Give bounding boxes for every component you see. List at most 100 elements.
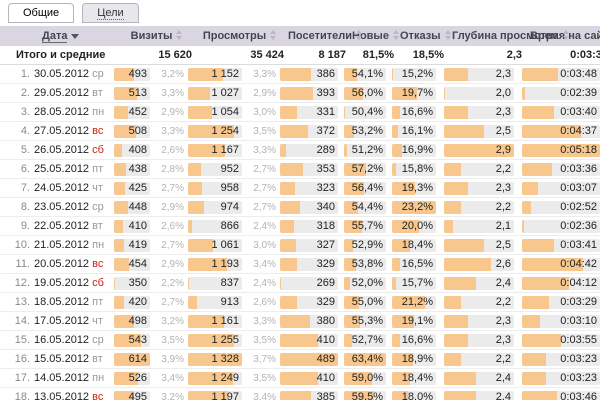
visitors-bar: 327 bbox=[280, 238, 338, 252]
visitors-cell: 410 bbox=[280, 371, 338, 385]
tab-goals[interactable]: Цели bbox=[82, 3, 139, 23]
visits-value: 420 bbox=[128, 295, 147, 308]
time-on-site-cell: 0:02:36 bbox=[522, 219, 600, 233]
visits-bar-fill bbox=[114, 200, 128, 214]
row-number: 18. bbox=[14, 391, 30, 400]
table-body: 1. 30.05.2012 ср 493 3,2% 1 152 3,3% 386… bbox=[0, 65, 600, 400]
visits-bar-fill bbox=[114, 390, 135, 400]
col-header-views[interactable]: Просмотры bbox=[196, 30, 284, 42]
visits-bar: 420 bbox=[114, 295, 150, 309]
date-value: 23.05.2012 bbox=[34, 201, 90, 213]
tab-goals-label: Цели bbox=[97, 7, 124, 20]
col-header-bounce[interactable]: Отказы bbox=[400, 30, 451, 42]
visits-bar: 454 bbox=[114, 257, 150, 271]
summary-views: 35 424 bbox=[250, 49, 284, 61]
date-value: 14.05.2012 bbox=[34, 372, 90, 384]
sort-icon[interactable] bbox=[176, 30, 183, 40]
new-visitors-cell: 59,5% bbox=[344, 390, 386, 400]
table-row: 2. 29.05.2012 вт 513 3,3% 1 027 2,9% 393… bbox=[0, 84, 600, 103]
time-on-site-cell: 0:02:39 bbox=[522, 86, 600, 100]
date-value: 21.05.2012 bbox=[34, 239, 90, 251]
bounce-cell: 15,7% bbox=[392, 276, 436, 290]
summary-depth: 2,3 bbox=[506, 49, 522, 61]
visitors-bar: 353 bbox=[280, 162, 338, 176]
visitors-bar-fill bbox=[280, 219, 294, 233]
time-on-site-bar: 0:03:07 bbox=[522, 181, 600, 195]
new-visitors-bar-fill bbox=[344, 162, 367, 176]
time-on-site-value: 0:05:18 bbox=[560, 143, 597, 156]
bounce-value: 18,4% bbox=[401, 238, 433, 251]
new-visitors-value: 55,3% bbox=[351, 314, 383, 327]
tab-general[interactable]: Общие bbox=[8, 3, 75, 23]
row-number: 3. bbox=[20, 106, 30, 118]
summary-time: 0:03:31 bbox=[570, 49, 600, 61]
bounce-value: 15,7% bbox=[401, 276, 433, 289]
time-on-site-cell: 0:03:41 bbox=[522, 238, 600, 252]
views-bar-fill bbox=[188, 124, 235, 138]
date-sort-link[interactable]: Дата bbox=[42, 30, 68, 43]
visits-bar-fill bbox=[114, 238, 124, 252]
visitors-cell: 372 bbox=[280, 124, 338, 138]
views-bar: 1 249 bbox=[188, 371, 242, 385]
depth-cell: 2,2 bbox=[444, 200, 514, 214]
visits-value: 498 bbox=[128, 314, 147, 327]
new-visitors-value: 50,4% bbox=[351, 105, 383, 118]
date-cell: 28.05.2012 пн bbox=[34, 106, 110, 118]
table-row: 8. 23.05.2012 ср 448 2,9% 974 2,7% 340 5… bbox=[0, 198, 600, 217]
time-on-site-bar-fill bbox=[522, 333, 561, 347]
sort-icon[interactable] bbox=[444, 30, 452, 40]
visits-cell: 425 2,7% bbox=[114, 181, 184, 195]
views-share: 3,5% bbox=[253, 334, 276, 346]
visits-bar: 495 bbox=[114, 390, 150, 400]
views-share: 2,4% bbox=[253, 220, 276, 232]
visitors-cell: 340 bbox=[280, 200, 338, 214]
visitors-bar-fill bbox=[280, 276, 282, 290]
visitors-value: 393 bbox=[316, 86, 335, 99]
depth-value: 2,4 bbox=[495, 390, 511, 400]
depth-bar: 2,3 bbox=[444, 67, 514, 81]
col-header-depth[interactable]: Глубина просмотра bbox=[452, 30, 569, 42]
new-visitors-bar: 55,7% bbox=[344, 219, 386, 233]
depth-bar: 2,2 bbox=[444, 352, 514, 366]
bounce-bar: 18,9% bbox=[392, 352, 436, 366]
views-share: 2,7% bbox=[253, 201, 276, 213]
time-on-site-bar-fill bbox=[522, 371, 546, 385]
row-number: 7. bbox=[20, 182, 30, 194]
time-on-site-value: 0:02:52 bbox=[560, 200, 597, 213]
visits-value: 495 bbox=[128, 390, 147, 400]
bounce-cell: 16,6% bbox=[392, 105, 436, 119]
sort-icon[interactable] bbox=[355, 30, 363, 40]
date-value: 17.05.2012 bbox=[34, 315, 90, 327]
time-on-site-bar: 0:03:46 bbox=[522, 390, 600, 400]
depth-bar: 2,9 bbox=[444, 143, 514, 157]
table-row: 13. 18.05.2012 пт 420 2,7% 913 2,6% 329 … bbox=[0, 293, 600, 312]
views-share: 3,4% bbox=[253, 391, 276, 400]
table-row: 9. 22.05.2012 вт 410 2,6% 866 2,4% 318 5… bbox=[0, 217, 600, 236]
views-value: 1 255 bbox=[211, 333, 239, 346]
time-on-site-bar-fill bbox=[522, 162, 552, 176]
views-cell: 1 061 3,0% bbox=[188, 238, 276, 252]
new-visitors-cell: 52,0% bbox=[344, 276, 386, 290]
new-visitors-bar: 56,0% bbox=[344, 86, 386, 100]
visits-bar: 508 bbox=[114, 124, 150, 138]
col-header-visitors[interactable]: Посетители bbox=[288, 30, 362, 42]
visits-cell: 493 3,2% bbox=[114, 67, 184, 81]
bounce-bar: 15,2% bbox=[392, 67, 436, 81]
new-visitors-value: 59,5% bbox=[351, 390, 383, 400]
time-on-site-bar-fill bbox=[522, 67, 558, 81]
row-number: 2. bbox=[20, 87, 30, 99]
weekday-label: ср bbox=[92, 68, 104, 80]
depth-bar-fill bbox=[444, 105, 469, 119]
date-cell: 16.05.2012 ср bbox=[34, 334, 110, 346]
time-on-site-value: 0:03:36 bbox=[560, 162, 597, 175]
views-share: 3,0% bbox=[253, 239, 276, 251]
col-header-visits[interactable]: Визиты bbox=[122, 30, 192, 42]
sort-icon[interactable] bbox=[270, 30, 277, 40]
sort-icon[interactable] bbox=[392, 30, 400, 40]
sort-icon[interactable] bbox=[562, 30, 570, 40]
views-cell: 1 255 3,5% bbox=[188, 333, 276, 347]
weekday-label: вс bbox=[92, 125, 104, 137]
visits-share: 3,2% bbox=[161, 391, 184, 400]
date-value: 22.05.2012 bbox=[34, 220, 90, 232]
time-on-site-bar: 0:04:37 bbox=[522, 124, 600, 138]
